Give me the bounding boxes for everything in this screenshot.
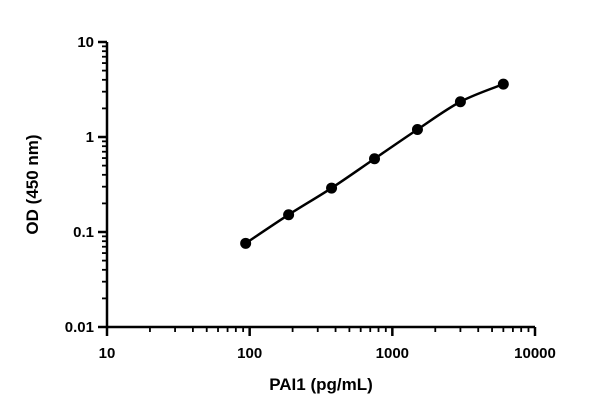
data-point xyxy=(240,237,252,249)
x-tick-label: 100 xyxy=(237,345,262,362)
data-point xyxy=(283,209,295,221)
data-point xyxy=(454,96,466,108)
data-point xyxy=(326,182,338,194)
x-axis-title: PAI1 (pg/mL) xyxy=(269,375,373,394)
y-tick-label: 1 xyxy=(86,129,94,146)
axes: 10 100 1000 10000 0.01 0.1 1 10 xyxy=(65,34,556,362)
data-point xyxy=(369,153,381,165)
data-points xyxy=(240,78,509,249)
x-ticks: 10 100 1000 10000 xyxy=(99,327,556,362)
y-tick-label: 0.01 xyxy=(65,319,94,336)
x-tick-label: 10000 xyxy=(514,345,556,362)
data-point xyxy=(411,123,423,135)
y-tick-label: 0.1 xyxy=(73,224,94,241)
data-point xyxy=(497,78,509,90)
y-ticks: 0.01 0.1 1 10 xyxy=(65,34,107,336)
x-tick-label: 10 xyxy=(99,345,116,362)
x-tick-label: 1000 xyxy=(376,345,409,362)
y-tick-label: 10 xyxy=(77,34,94,51)
y-axis-title: OD (450 nm) xyxy=(23,134,42,234)
